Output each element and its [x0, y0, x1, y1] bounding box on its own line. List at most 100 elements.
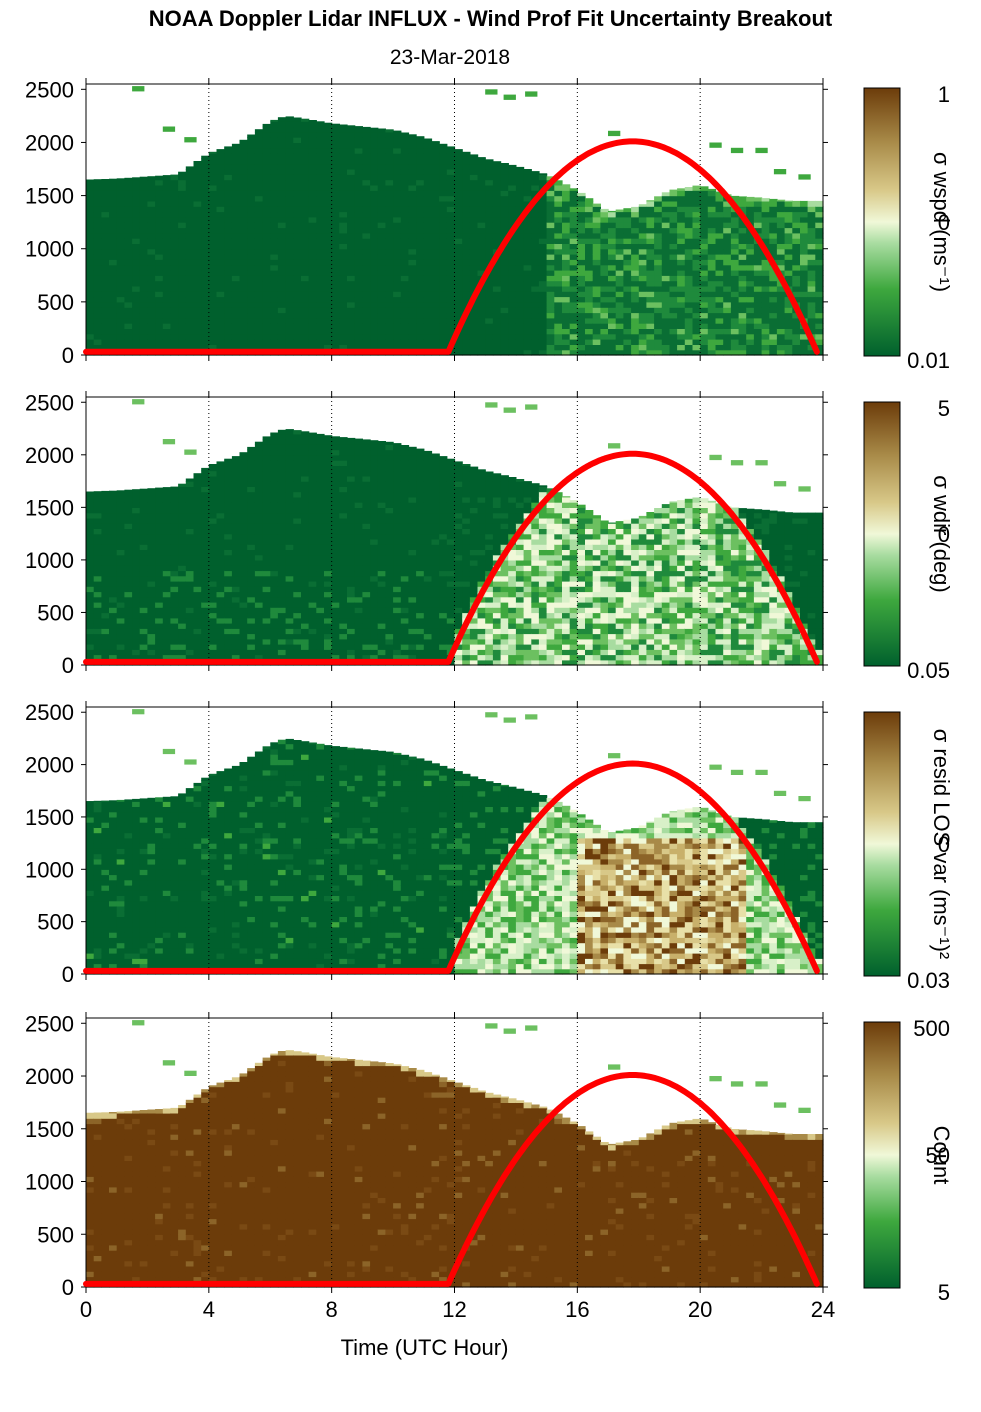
heatmap-cell — [109, 533, 118, 540]
heatmap-cell — [469, 169, 479, 175]
heatmap-cell — [254, 307, 264, 314]
heatmap-cell — [316, 512, 325, 519]
heatmap-cell — [301, 307, 310, 314]
heatmap-cell — [416, 216, 425, 223]
heatmap-cell — [270, 617, 279, 624]
heatmap-cell — [185, 166, 195, 170]
heatmap-cell — [546, 323, 555, 329]
heatmap-cell — [347, 549, 356, 556]
heatmap-cell — [339, 554, 348, 561]
heatmap-cell — [101, 328, 110, 335]
heatmap-cell — [247, 190, 256, 197]
heatmap-cell — [324, 523, 333, 529]
heatmap-cell — [308, 307, 317, 314]
heatmap-cell — [101, 570, 110, 577]
heatmap-cell — [347, 570, 356, 577]
heatmap-cell — [423, 227, 433, 234]
heatmap-cell — [631, 275, 640, 282]
heatmap-cell — [792, 222, 801, 229]
heatmap-cell — [239, 139, 248, 144]
heatmap-cell — [331, 280, 340, 287]
heatmap-cell — [347, 312, 356, 319]
heatmap-cell — [254, 142, 264, 149]
heatmap-cell — [784, 328, 793, 335]
heatmap-cell — [193, 633, 202, 640]
heatmap-cell — [569, 301, 578, 308]
heatmap-cell — [185, 644, 195, 650]
heatmap-cell — [331, 312, 340, 319]
heatmap-cell — [753, 200, 763, 207]
heatmap-cell — [147, 591, 156, 598]
heatmap-cell — [738, 196, 747, 202]
heatmap-cell — [562, 275, 571, 282]
heatmap-cell — [109, 559, 118, 566]
heatmap-cell — [201, 617, 210, 624]
heatmap-cell — [201, 291, 210, 298]
heatmap-cell — [646, 323, 655, 329]
heatmap-cell — [485, 248, 494, 255]
heatmap-cell — [216, 570, 225, 577]
heatmap-cell — [301, 317, 310, 324]
heatmap-cell — [277, 444, 287, 451]
heatmap-cell — [247, 333, 256, 340]
heatmap-cell — [753, 285, 763, 292]
colorbar — [863, 87, 901, 357]
heatmap-cell — [301, 243, 310, 250]
heatmap-cell — [208, 323, 218, 329]
heatmap-cell — [615, 209, 624, 213]
heatmap-cell — [277, 617, 287, 624]
heatmap-cell — [247, 200, 256, 207]
heatmap-cell — [761, 333, 770, 340]
heatmap-cell — [776, 206, 786, 213]
heatmap-cell — [193, 169, 202, 175]
heatmap-cell — [316, 654, 325, 661]
heatmap-cell — [139, 312, 148, 319]
heatmap-cell — [792, 238, 801, 244]
heatmap-cell — [139, 339, 148, 345]
heatmap-cell — [569, 285, 578, 292]
heatmap-cell — [254, 216, 264, 223]
heatmap-cell — [155, 512, 164, 519]
heatmap-cell — [316, 559, 325, 566]
heatmap-cell — [638, 243, 648, 250]
heatmap-cell — [193, 248, 202, 255]
heatmap-cell — [254, 147, 264, 154]
heatmap-cell — [677, 188, 686, 191]
heatmap-cell — [692, 291, 701, 298]
heatmap-cell — [469, 200, 479, 207]
heatmap-cell — [331, 491, 340, 498]
heatmap-cell — [531, 227, 540, 234]
heatmap-cell — [446, 222, 456, 229]
heatmap-cell — [285, 174, 294, 181]
heatmap-cell — [293, 296, 302, 303]
heatmap-cell — [301, 328, 310, 335]
heatmap-cell — [155, 291, 164, 298]
heatmap-cell — [316, 439, 325, 445]
heatmap-cell — [139, 507, 148, 514]
heatmap-cell — [577, 296, 586, 303]
heatmap-cell — [285, 538, 294, 545]
heatmap-cell — [508, 243, 517, 250]
colorbar-tick-label: 1 — [938, 82, 950, 107]
heatmap-cell — [531, 238, 540, 244]
heatmap-cell — [393, 238, 402, 244]
heatmap-cell — [185, 243, 195, 250]
heatmap-cell — [546, 195, 555, 202]
heatmap-cell — [707, 285, 717, 292]
heatmap-cell — [347, 158, 356, 165]
heatmap-cell — [462, 317, 471, 324]
heatmap-cell — [755, 147, 768, 154]
heatmap-cell — [485, 291, 494, 298]
heatmap-cell — [216, 528, 225, 535]
heatmap-cell — [761, 238, 770, 244]
heatmap-cell — [247, 470, 256, 477]
heatmap-cell — [523, 259, 532, 266]
heatmap-cell — [776, 232, 786, 239]
heatmap-cell — [800, 238, 809, 244]
heatmap-cell — [262, 317, 271, 324]
heatmap-cell — [185, 227, 195, 234]
heatmap-cell — [339, 312, 348, 319]
heatmap-cell — [515, 185, 525, 191]
heatmap-cell — [308, 227, 317, 234]
heatmap-cell — [784, 296, 793, 303]
